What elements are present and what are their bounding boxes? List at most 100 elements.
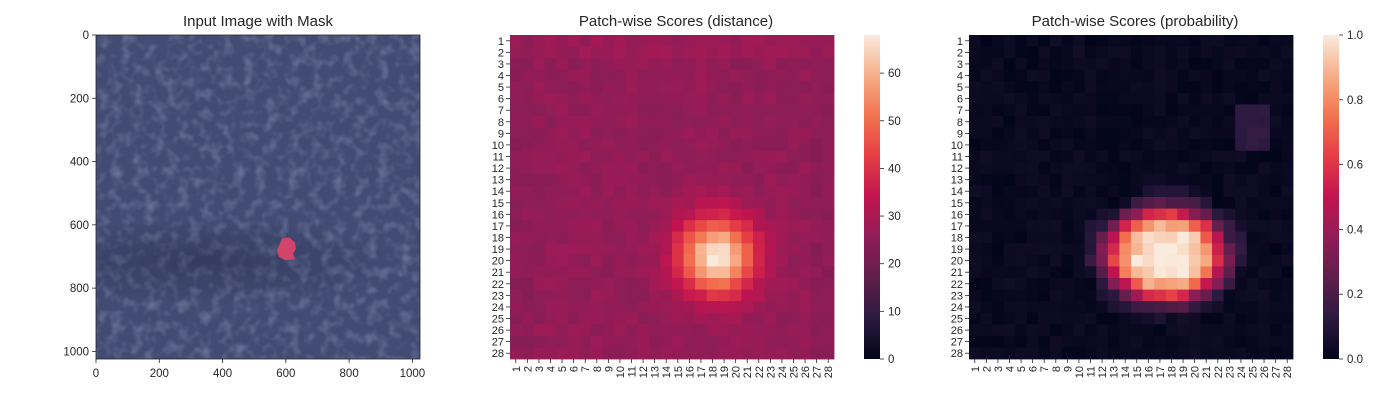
heatmap-cell — [1050, 278, 1062, 290]
heatmap-cell — [1050, 127, 1062, 140]
heatmap-cell — [1107, 46, 1120, 59]
heatmap-cell — [1281, 289, 1294, 302]
heatmap-cell — [695, 116, 708, 128]
heatmap-cell — [1061, 324, 1074, 337]
heatmap-cell — [637, 139, 650, 152]
heatmap-cell — [799, 266, 812, 279]
heatmap-cell — [787, 69, 800, 82]
y-tick-label: 24 — [492, 302, 504, 314]
heatmap-cell — [741, 150, 754, 163]
heatmap-cell — [579, 173, 592, 186]
heatmap-cell — [764, 185, 777, 198]
heatmap-cell — [510, 289, 522, 302]
heatmap-cell — [1084, 301, 1097, 314]
x-tick-label: 800 — [340, 368, 359, 380]
heatmap-cell — [1188, 127, 1201, 140]
heatmap-cell — [1003, 324, 1016, 337]
heatmap-cell — [1131, 243, 1143, 256]
heatmap-cell — [1165, 347, 1178, 360]
heatmap-cell — [533, 220, 546, 233]
heatmap-cell — [1142, 116, 1155, 128]
heatmap-cell — [1038, 162, 1051, 175]
heatmap-cell — [672, 335, 684, 348]
heatmap-cell — [706, 81, 719, 94]
heatmap-cell — [706, 173, 719, 186]
heatmap-cell — [579, 116, 592, 128]
heatmap-cell — [1107, 35, 1120, 47]
heatmap-cell — [510, 335, 522, 348]
heatmap-cell — [1061, 289, 1074, 302]
heatmap-cell — [706, 127, 719, 140]
heatmap-cell — [1119, 35, 1132, 47]
heatmap-cell — [787, 278, 800, 290]
heatmap-cell — [1188, 266, 1201, 279]
heatmap-cell — [1235, 69, 1248, 82]
heatmap-cell — [1177, 104, 1190, 117]
heatmap-cell — [660, 278, 673, 290]
heatmap-cell — [544, 301, 557, 314]
x-tick-label: 1 — [970, 366, 982, 372]
heatmap-cell — [1107, 278, 1120, 290]
heatmap-cell — [992, 220, 1005, 233]
heatmap-cell — [1026, 185, 1039, 198]
heatmap-cell — [1177, 35, 1190, 47]
input-image-title: Input Image with Mask — [183, 13, 334, 30]
heatmap-cell — [969, 266, 981, 279]
heatmap-cell — [637, 81, 650, 94]
y-tick-label: 2 — [957, 47, 963, 59]
heatmap-cell — [741, 301, 754, 314]
heatmap-cell — [980, 278, 993, 290]
heatmap-cell — [1026, 347, 1039, 360]
heatmap-cell — [718, 289, 731, 302]
heatmap-cell — [1142, 254, 1155, 267]
heatmap-cell — [1003, 35, 1016, 47]
heatmap-cell — [1142, 278, 1155, 290]
heatmap-cell — [683, 278, 696, 290]
heatmap-cell — [1200, 35, 1213, 47]
heatmap-cell — [776, 92, 789, 105]
heatmap-cell — [660, 69, 673, 82]
heatmap-cell — [1235, 104, 1248, 117]
heatmap-cell — [706, 92, 719, 105]
heatmap-cell — [1131, 347, 1143, 360]
heatmap-cell — [1050, 324, 1062, 337]
heatmap-cell — [1269, 335, 1282, 348]
y-tick-label: 19 — [492, 244, 504, 256]
heatmap-cell — [567, 69, 580, 82]
heatmap-cell — [1246, 81, 1259, 94]
heatmap-cell — [753, 243, 765, 256]
heatmap-cell — [969, 185, 981, 198]
heatmap-cell — [729, 92, 742, 105]
heatmap-cell — [1073, 197, 1086, 209]
heatmap-cell — [1188, 220, 1201, 233]
heatmap-cell — [521, 58, 534, 71]
y-tick-label: 11 — [493, 152, 504, 164]
heatmap-cell — [544, 289, 557, 302]
heatmap-cell — [1200, 139, 1213, 152]
heatmap-cell — [1015, 197, 1028, 209]
heatmap-cell — [1015, 150, 1028, 163]
heatmap-cell — [1154, 220, 1167, 233]
heatmap-cell — [579, 335, 592, 348]
heatmap-cell — [706, 197, 719, 209]
heatmap-cell — [1212, 92, 1224, 105]
heatmap-cell — [591, 243, 603, 256]
heatmap-cell — [521, 301, 534, 314]
heatmap-cell — [776, 46, 789, 59]
x-tick-label: 22 — [754, 366, 766, 378]
heatmap-cell — [1200, 289, 1213, 302]
heatmap-cell — [1200, 116, 1213, 128]
x-tick-label: 25 — [789, 366, 801, 378]
heatmap-cell — [1131, 69, 1143, 82]
heatmap-cell — [1200, 150, 1213, 163]
heatmap-cell — [1119, 104, 1132, 117]
heatmap-cell — [1235, 150, 1248, 163]
heatmap-cell — [764, 324, 777, 337]
heatmap-cell — [1154, 335, 1167, 348]
x-tick-label: 24 — [777, 366, 789, 378]
heatmap-cell — [556, 46, 569, 59]
heatmap-cell — [579, 81, 592, 94]
heatmap-cell — [1223, 116, 1236, 128]
heatmap-cell — [544, 335, 557, 348]
heatmap-cell — [1188, 162, 1201, 175]
